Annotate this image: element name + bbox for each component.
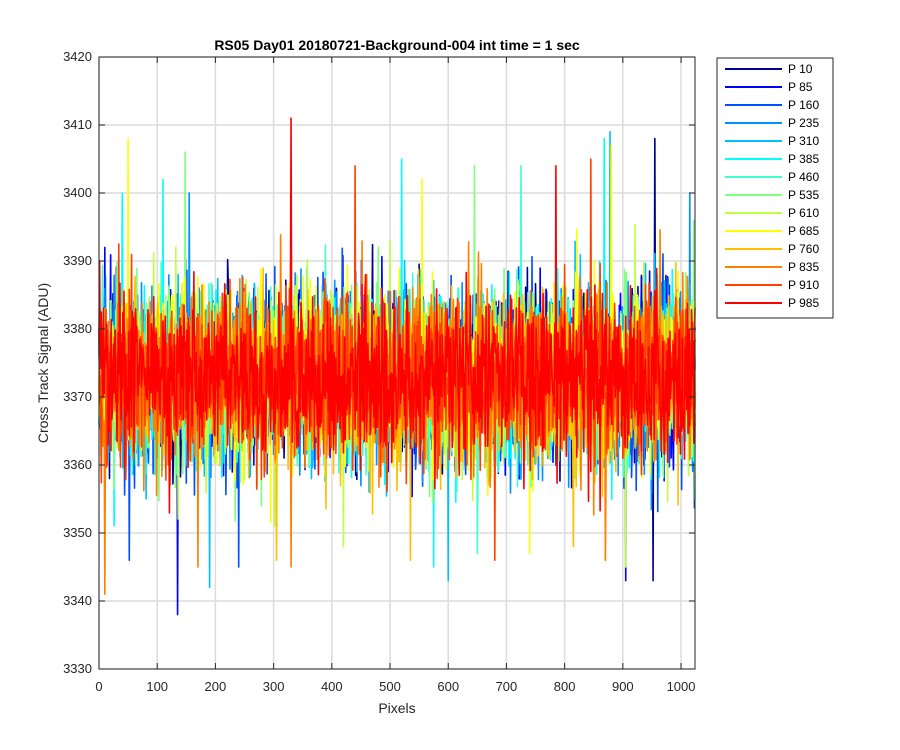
legend-label: P 310	[788, 134, 819, 148]
x-tick-label: 0	[95, 679, 102, 694]
y-axis-label: Cross Track Signal (ADU)	[35, 283, 51, 443]
legend-label: P 835	[788, 260, 819, 274]
x-tick-label: 600	[437, 679, 459, 694]
y-tick-label: 3380	[63, 321, 92, 336]
y-tick-label: 3330	[63, 661, 92, 676]
plot-area-frame	[98, 56, 696, 670]
y-tick-label: 3370	[63, 389, 92, 404]
y-tick-label: 3350	[63, 525, 92, 540]
legend-label: P 610	[788, 206, 819, 220]
x-tick-label: 500	[379, 679, 401, 694]
legend-label: P 460	[788, 170, 819, 184]
x-tick-label: 400	[321, 679, 343, 694]
y-tick-label: 3360	[63, 457, 92, 472]
x-tick-label: 800	[554, 679, 576, 694]
y-tick-label: 3410	[63, 117, 92, 132]
y-tick-label: 3400	[63, 185, 92, 200]
x-tick-label: 1000	[667, 679, 696, 694]
x-tick-label: 900	[612, 679, 634, 694]
series-line-p985	[98, 117, 696, 514]
legend-label: P 985	[788, 296, 819, 310]
legend-label: P 10	[788, 62, 813, 76]
y-tick-label: 3340	[63, 593, 92, 608]
legend-label: P 685	[788, 224, 819, 238]
legend-label: P 385	[788, 152, 819, 166]
legend: P 10 P 85 P 160 P 235 P 310 P 385 P 460 P 535 P …	[716, 57, 834, 319]
chart-title: RS05 Day01 20180721-Background-004 int t…	[214, 37, 580, 53]
legend-label: P 235	[788, 116, 819, 130]
x-tick-label: 700	[496, 679, 518, 694]
axis-ticks: 0 100 200 300 400 500 600 700 800 900 1000 3330 3340…	[63, 49, 695, 694]
legend-label: P 760	[788, 242, 819, 256]
legend-box	[716, 57, 834, 319]
x-axis-label: Pixels	[378, 700, 415, 716]
legend-label: P 85	[788, 80, 813, 94]
x-tick-label: 300	[263, 679, 285, 694]
series-lines	[98, 117, 696, 616]
legend-label: P 910	[788, 278, 819, 292]
y-tick-label: 3390	[63, 253, 92, 268]
legend-label: P 535	[788, 188, 819, 202]
legend-label: P 160	[788, 98, 819, 112]
y-tick-label: 3420	[63, 49, 92, 64]
x-tick-label: 100	[146, 679, 168, 694]
x-tick-label: 200	[205, 679, 227, 694]
